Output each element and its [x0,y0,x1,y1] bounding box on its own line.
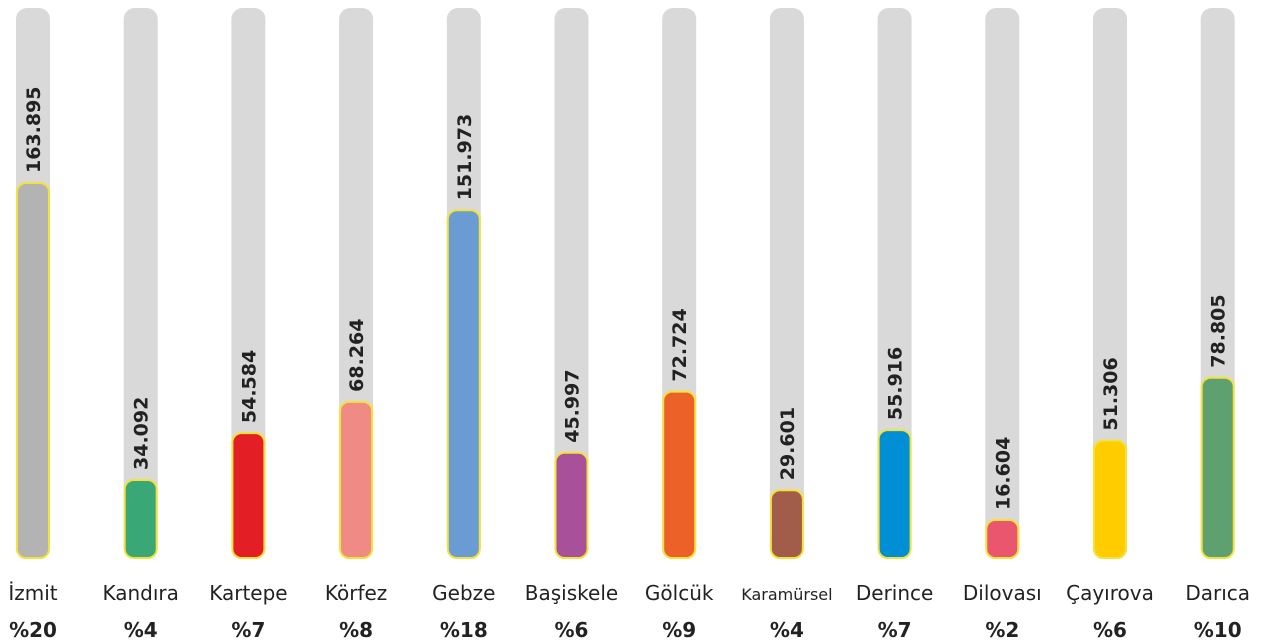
share-label: %2 [985,618,1019,642]
category-label: Körfez [325,581,387,605]
bar [985,519,1020,559]
bar [769,489,804,560]
value-label: 78.805 [1208,294,1230,367]
bar-track [769,8,804,558]
value-label: 54.584 [238,350,260,423]
share-label: %20 [9,618,57,642]
bar-track [1093,8,1127,558]
value-label: 55.916 [885,347,907,420]
bar [339,400,374,559]
category-label: Çayırova [1066,581,1154,605]
category-label: Darıca [1185,581,1250,605]
share-label: %9 [662,618,696,642]
share-label: %7 [878,618,912,642]
share-label: %4 [770,618,804,642]
value-label: 29.601 [777,407,799,480]
value-label: 163.895 [23,86,45,173]
value-label: 45.997 [562,369,584,442]
category-label: Kartepe [209,581,287,605]
category-label: Kandıra [102,581,178,605]
bar-track [554,8,589,558]
share-label: %18 [440,618,488,642]
value-label: 151.973 [454,114,476,201]
bar [554,451,589,559]
share-label: %6 [555,618,589,642]
bar-track [231,8,266,558]
value-label: 51.306 [1100,357,1122,430]
bar-track [123,8,158,558]
category-label: İzmit [8,581,57,605]
share-label: %4 [124,618,158,642]
category-label: Gebze [432,581,495,605]
value-label: 16.604 [992,437,1014,510]
category-label: Başiskele [525,581,618,605]
category-label: Karamürsel [741,585,832,604]
value-label: 34.092 [131,397,153,470]
bar [1093,439,1127,559]
category-label: Dilovası [963,581,1042,605]
share-label: %10 [1194,618,1242,642]
bar [446,209,481,560]
share-label: %6 [1093,618,1127,642]
bar [231,432,266,560]
bar [662,390,697,559]
bar [16,182,50,560]
bar [1200,376,1235,559]
category-label: Derince [856,581,933,605]
bar-track [985,8,1020,558]
bar [123,479,158,560]
value-label: 68.264 [346,318,368,391]
share-label: %8 [339,618,373,642]
category-label: Gölcük [645,581,714,605]
bar [877,429,912,560]
value-label: 72.724 [669,308,691,381]
bar-track [877,8,912,558]
share-label: %7 [231,618,265,642]
